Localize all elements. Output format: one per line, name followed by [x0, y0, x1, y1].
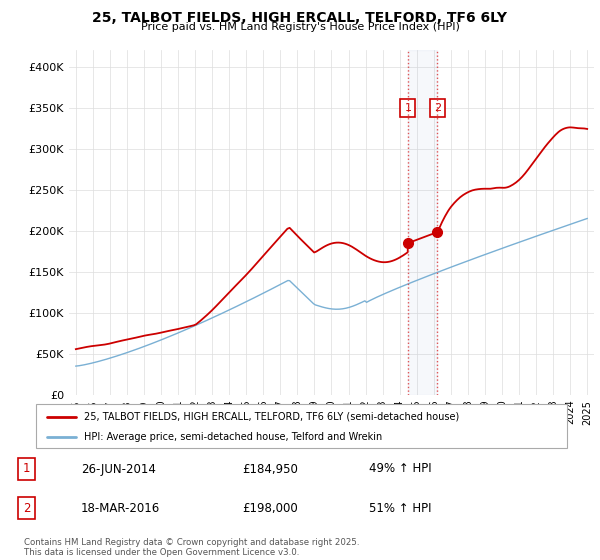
- Text: 2: 2: [434, 103, 441, 113]
- Text: 2: 2: [23, 502, 30, 515]
- Text: £198,000: £198,000: [242, 502, 298, 515]
- FancyBboxPatch shape: [36, 404, 567, 448]
- Text: 1: 1: [404, 103, 412, 113]
- Bar: [408, 50, 437, 395]
- Text: HPI: Average price, semi-detached house, Telford and Wrekin: HPI: Average price, semi-detached house,…: [84, 432, 382, 442]
- Text: 25, TALBOT FIELDS, HIGH ERCALL, TELFORD, TF6 6LY (semi-detached house): 25, TALBOT FIELDS, HIGH ERCALL, TELFORD,…: [84, 412, 459, 422]
- Text: Price paid vs. HM Land Registry's House Price Index (HPI): Price paid vs. HM Land Registry's House …: [140, 22, 460, 32]
- Text: 25, TALBOT FIELDS, HIGH ERCALL, TELFORD, TF6 6LY: 25, TALBOT FIELDS, HIGH ERCALL, TELFORD,…: [92, 11, 508, 25]
- Text: 51% ↑ HPI: 51% ↑ HPI: [369, 502, 431, 515]
- Text: 18-MAR-2016: 18-MAR-2016: [81, 502, 160, 515]
- Text: £184,950: £184,950: [242, 463, 298, 475]
- Text: 26-JUN-2014: 26-JUN-2014: [81, 463, 156, 475]
- Text: 1: 1: [23, 463, 30, 475]
- Text: Contains HM Land Registry data © Crown copyright and database right 2025.
This d: Contains HM Land Registry data © Crown c…: [24, 538, 359, 557]
- Text: 49% ↑ HPI: 49% ↑ HPI: [369, 463, 432, 475]
